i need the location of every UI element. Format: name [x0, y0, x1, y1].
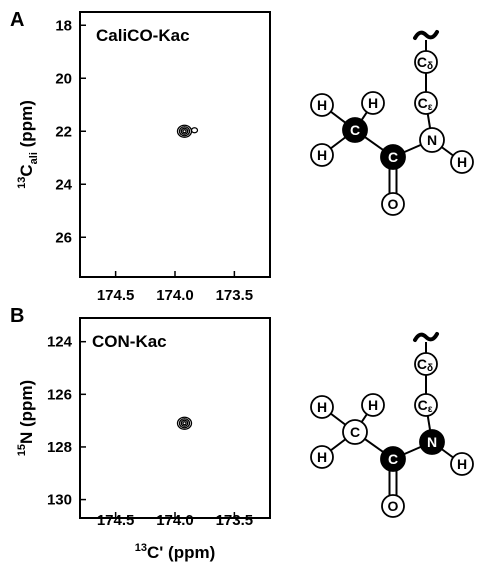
y-tick-label: 130: [47, 492, 72, 509]
atom-h1: [310, 93, 334, 117]
x-tick-label: 174.5: [97, 287, 135, 304]
atom-cm: [342, 419, 368, 445]
atom-label: H: [368, 397, 378, 413]
panel-a: A CaliCO-Kac 18 20 22 24 26 174.5 174.0 173.5 13Ca…: [10, 9, 271, 304]
atom-n: [419, 127, 445, 153]
atom-label: N: [427, 434, 437, 450]
y-tick-label: 22: [55, 123, 72, 140]
x-tick-label: 174.5: [97, 512, 135, 529]
chain-continuation-squiggle: [413, 30, 439, 40]
plot-frame: [79, 11, 271, 278]
atom-h1: [310, 395, 334, 419]
atom-h2: [361, 393, 385, 417]
atom-cm: [342, 117, 368, 143]
x-tick-label: 174.0: [156, 512, 194, 529]
atom-label: C: [350, 424, 360, 440]
atom-label: C: [388, 149, 398, 165]
atom-cd: [414, 352, 438, 376]
experiment-title: CaliCO-Kac: [96, 26, 190, 45]
atom-label: C: [388, 451, 398, 467]
y-tick-label: 24: [55, 176, 72, 193]
peak: [176, 416, 193, 430]
panel-letter: B: [10, 305, 24, 327]
atom-h2: [361, 91, 385, 115]
atom-label: Cε: [418, 95, 433, 113]
atom-o: [381, 494, 405, 518]
y-tick-label: 26: [55, 229, 72, 246]
y-tick-label: 20: [55, 70, 72, 87]
atom-label: Cε: [418, 397, 433, 415]
y-axis-label: 15N (ppm): [16, 380, 36, 456]
y-axis-label: 13Cali (ppm): [16, 100, 40, 189]
atom-ce: [414, 393, 438, 417]
atom-label: H: [317, 449, 327, 465]
atom-label: N: [427, 132, 437, 148]
peak: [176, 124, 199, 138]
experiment-title: CON-Kac: [92, 332, 167, 351]
atom-label: C: [350, 122, 360, 138]
atom-hn: [450, 150, 474, 174]
atom-label: H: [317, 147, 327, 163]
atom-label: H: [457, 456, 467, 472]
x-tick-label: 173.5: [216, 512, 254, 529]
atom-cc: [380, 144, 406, 170]
y-tick-label: 18: [55, 17, 72, 34]
atom-label: H: [317, 97, 327, 113]
atom-label: O: [388, 498, 399, 514]
x-axis-label: 13C' (ppm): [135, 542, 216, 562]
atom-label: Cδ: [417, 54, 433, 72]
atom-label: O: [388, 196, 399, 212]
x-tick-label: 173.5: [216, 287, 254, 304]
atom-o: [381, 192, 405, 216]
atom-label: H: [368, 95, 378, 111]
chain-continuation-squiggle: [413, 332, 439, 342]
panel-b: B CON-Kac 124 126 128 130 174.5 174.0 173.5 15N (…: [10, 305, 271, 562]
atom-label: Cδ: [417, 356, 433, 374]
atom-label: H: [317, 399, 327, 415]
atom-cc: [380, 446, 406, 472]
y-tick-label: 126: [47, 386, 72, 403]
atom-h3: [310, 143, 334, 167]
atom-ce: [414, 91, 438, 115]
y-tick-label: 128: [47, 439, 72, 456]
x-tick-label: 174.0: [156, 287, 194, 304]
atom-hn: [450, 452, 474, 476]
atom-cd: [414, 50, 438, 74]
atom-label: H: [457, 154, 467, 170]
y-tick-label: 124: [47, 334, 73, 351]
panel-letter: A: [10, 9, 24, 31]
atom-n: [419, 429, 445, 455]
atom-h3: [310, 445, 334, 469]
